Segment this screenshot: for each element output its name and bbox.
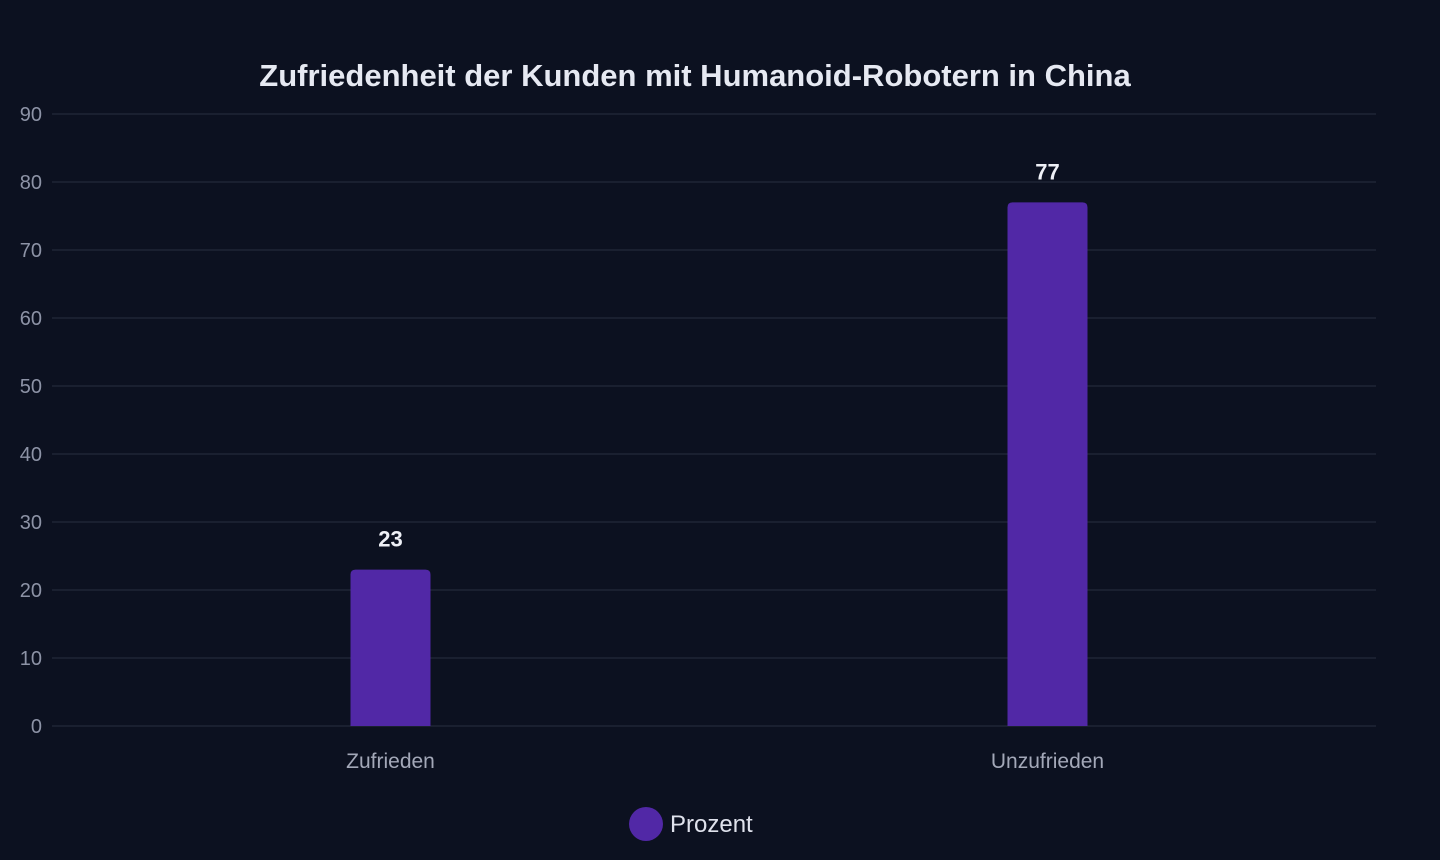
legend-swatch [629,807,663,841]
y-axis-ticks: 0 10 20 30 40 50 60 70 80 90 [20,104,42,738]
legend-label-prozent: Prozent [670,811,753,838]
chart-title: Zufriedenheit der Kunden mit Humanoid-Ro… [259,58,1131,93]
y-tick-label: 90 [20,104,42,126]
x-tick-label: Zufrieden [346,750,435,773]
bar-zufrieden[interactable] [350,569,431,726]
y-tick-label: 70 [20,240,42,262]
x-tick-label: Unzufrieden [991,750,1104,773]
bars [350,202,1088,726]
data-label: 77 [1035,159,1059,184]
grid-lines [52,113,1376,727]
data-label: 23 [378,527,402,552]
y-tick-label: 80 [20,172,42,194]
legend[interactable]: Prozent [629,807,753,841]
y-tick-label: 30 [20,512,42,534]
y-tick-label: 20 [20,580,42,602]
y-tick-label: 10 [20,648,42,670]
y-tick-label: 40 [20,444,42,466]
y-tick-label: 0 [31,716,42,738]
y-tick-label: 50 [20,376,42,398]
y-tick-label: 60 [20,308,42,330]
data-labels: 23 77 [378,159,1059,551]
x-axis-ticks: Zufrieden Unzufrieden [346,750,1104,773]
bar-unzufrieden[interactable] [1007,202,1088,726]
